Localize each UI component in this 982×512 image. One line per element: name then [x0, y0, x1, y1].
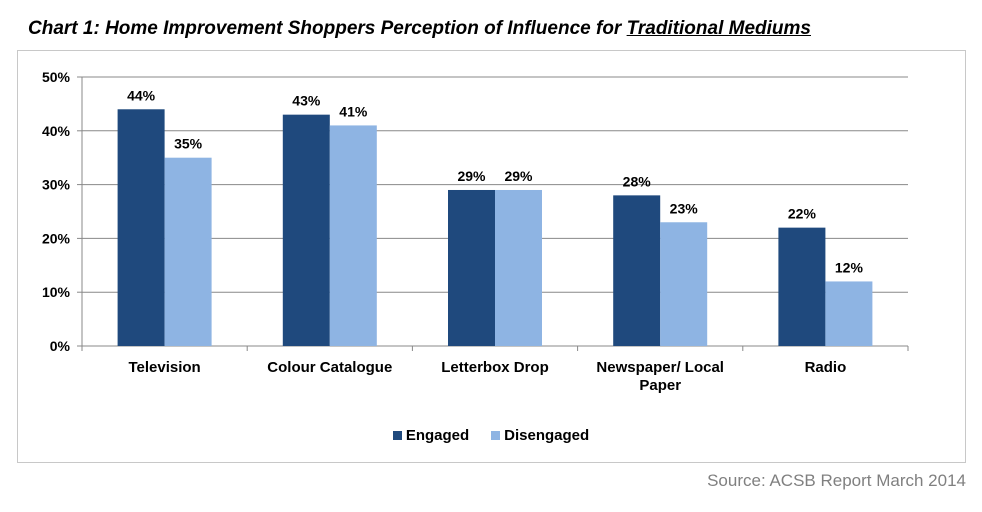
bar-disengaged [329, 125, 377, 346]
data-label: 35% [174, 136, 203, 152]
y-tick-label: 20% [42, 230, 71, 246]
legend-label: Engaged [405, 427, 470, 444]
source-note: Source: ACSB Report March 2014 [707, 471, 966, 490]
chart-title-text: Chart 1: Home Improvement Shoppers Perce… [28, 18, 627, 39]
data-label: 43% [292, 93, 321, 109]
data-label: 29% [457, 168, 486, 184]
bar-disengaged [825, 281, 873, 346]
chart-legend: Engaged Disengaged [0, 427, 982, 444]
bar-disengaged [660, 222, 708, 346]
data-label: 22% [788, 206, 817, 222]
bar-engaged [448, 189, 495, 346]
bar-engaged [778, 227, 826, 346]
y-tick-label: 50% [42, 69, 71, 85]
data-label: 41% [339, 103, 368, 119]
data-label: 23% [670, 200, 699, 216]
y-tick-label: 0% [50, 338, 71, 354]
x-tick-label: Television [128, 359, 200, 376]
bar-engaged [613, 195, 661, 346]
legend-item-engaged: Engaged [392, 427, 470, 444]
bar-engaged [282, 114, 330, 346]
legend-item-disengaged: Disengaged [491, 427, 589, 444]
y-tick-label: 40% [42, 123, 71, 139]
bar-engaged [117, 109, 165, 346]
y-tick-label: 30% [42, 177, 71, 193]
bar-disengaged [164, 157, 212, 346]
data-label: 12% [835, 259, 864, 275]
legend-label: Disengaged [504, 427, 590, 444]
chart-title: Chart 1: Home Improvement Shoppers Perce… [28, 18, 811, 40]
x-tick-label: Newspaper/ Local [596, 359, 724, 376]
x-tick-label: Colour Catalogue [267, 359, 392, 376]
chart-frame [17, 50, 966, 463]
data-label: 29% [504, 168, 533, 184]
legend-swatch [491, 431, 501, 440]
x-tick-label: Radio [805, 359, 847, 376]
data-label: 44% [127, 87, 156, 103]
y-tick-label: 10% [42, 284, 71, 300]
x-tick-label: Paper [639, 377, 681, 394]
bar-disengaged [495, 189, 542, 346]
legend-swatch [392, 431, 402, 440]
x-tick-label: Letterbox Drop [441, 359, 549, 376]
data-label: 28% [623, 173, 652, 189]
chart-title-underlined: Traditional Mediums [626, 18, 811, 39]
